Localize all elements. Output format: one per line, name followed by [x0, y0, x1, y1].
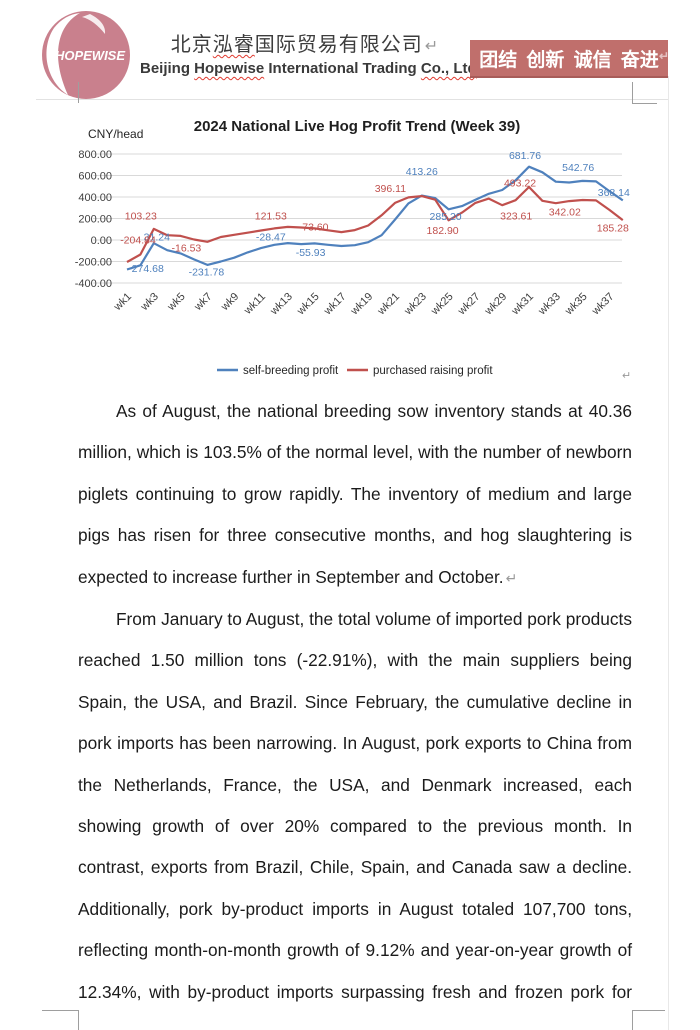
data-label: -274.68 [128, 263, 164, 275]
chart-title: 2024 National Live Hog Profit Trend (Wee… [194, 118, 520, 135]
x-tick-label: wk27 [455, 291, 482, 318]
company-name-en-part: Beijing [140, 60, 195, 77]
data-label: 182.90 [427, 225, 459, 237]
x-tick-label: wk15 [294, 291, 321, 318]
company-name-cn-spellcheck: 泓睿 [212, 34, 255, 56]
y-tick-label: -200.00 [75, 257, 112, 269]
company-name-cn-part: 国际贸易有限公司 [254, 34, 423, 56]
legend-label-purchased: purchased raising profit [373, 365, 493, 377]
y-axis-unit-label: CNY/head [88, 127, 143, 141]
motto-word: 创新 [526, 49, 565, 71]
company-titles[interactable]: 北京泓睿国际贸易有限公司 ↵ Beijing Hopewise Internati… [140, 28, 489, 77]
x-tick-label: wk7 [191, 291, 214, 314]
x-tick-label: wk11 [241, 291, 268, 318]
y-tick-label: 800.00 [78, 149, 112, 161]
company-name-en[interactable]: Beijing Hopewise International Trading C… [140, 60, 489, 77]
series-line-0 [126, 165, 624, 271]
motto-word: 团结 [479, 49, 518, 71]
data-label: -28.47 [256, 232, 286, 244]
paragraph-mark-icon: ↵ [658, 49, 669, 63]
x-tick-label: wk35 [562, 291, 589, 318]
data-label: -204.84 [120, 235, 156, 247]
data-label: 542.76 [562, 162, 594, 174]
company-name-en-part: International Trading [264, 60, 421, 77]
x-tick-label: wk9 [218, 291, 241, 314]
x-tick-label: wk17 [321, 291, 348, 318]
data-label: -231.78 [189, 266, 225, 278]
y-tick-label: 200.00 [78, 214, 112, 226]
x-tick-label: wk37 [589, 291, 616, 318]
data-label: 342.02 [549, 207, 581, 219]
series-line-1 [126, 185, 624, 263]
y-tick-label: 0.00 [91, 235, 112, 247]
x-tick-label: wk21 [375, 291, 402, 318]
data-label: 103.23 [125, 210, 157, 222]
x-tick-label: wk3 [138, 291, 161, 314]
paragraph-mark-icon: ↵ [424, 38, 440, 55]
data-label: 323.61 [500, 211, 532, 223]
data-label: 493.22 [504, 177, 536, 189]
company-name-cn-part: 北京 [170, 34, 213, 56]
data-label: 185.28 [597, 223, 629, 235]
x-tick-label: wk25 [428, 291, 455, 318]
paragraph-text: As of August, the national breeding sow … [78, 401, 632, 587]
company-name-en-spellcheck: Hopewise [194, 60, 265, 77]
globe-logo-icon: HOPEWISE [42, 11, 130, 99]
y-tick-label: -400.00 [75, 278, 112, 290]
y-tick-label: 600.00 [78, 171, 112, 183]
paragraph-sow-inventory[interactable]: As of August, the national breeding sow … [78, 391, 632, 599]
data-label: -16.53 [172, 242, 202, 254]
x-tick-label: wk1 [111, 291, 134, 314]
data-label: 285.20 [430, 211, 462, 223]
x-tick-label: wk5 [165, 291, 188, 314]
company-name-en-spellcheck: Co., Ltd [420, 60, 477, 77]
y-tick-label: 400.00 [78, 192, 112, 204]
document-body[interactable]: As of August, the national breeding sow … [78, 391, 632, 1013]
data-label: 73.60 [302, 222, 328, 234]
data-label: 413.26 [406, 166, 438, 178]
data-label: 121.53 [255, 210, 287, 222]
motto-word: 奋进 [620, 49, 659, 71]
x-tick-label: wk19 [348, 291, 375, 318]
data-label: -55.93 [296, 247, 326, 259]
x-tick-label: wk29 [482, 291, 509, 318]
paragraph-mark-icon: ↵ [622, 370, 631, 382]
data-label: 396.11 [375, 183, 406, 195]
data-label: 31.24 [144, 232, 170, 244]
logo-wordmark: HOPEWISE [55, 48, 125, 63]
legend-label-self-breeding: self-breeding profit [243, 365, 339, 377]
company-name-cn[interactable]: 北京泓睿国际贸易有限公司 ↵ [140, 28, 470, 57]
motto-word: 诚信 [573, 49, 612, 71]
x-tick-label: wk23 [402, 291, 429, 318]
data-label: 681.76 [509, 150, 541, 162]
company-logo: HOPEWISE [38, 11, 135, 101]
data-label: 368.14 [598, 187, 630, 199]
paragraph-pork-imports[interactable]: From January to August, the total volume… [78, 599, 632, 1013]
paragraph-text: From January to August, the total volume… [78, 609, 632, 1002]
paragraph-mark-icon: ↵ [505, 569, 518, 586]
x-tick-label: wk33 [536, 291, 563, 318]
x-tick-label: wk31 [509, 291, 536, 318]
motto-banner[interactable]: 团结 创新 诚信 奋进 ↵ [470, 40, 669, 78]
x-tick-label: wk13 [268, 291, 295, 318]
